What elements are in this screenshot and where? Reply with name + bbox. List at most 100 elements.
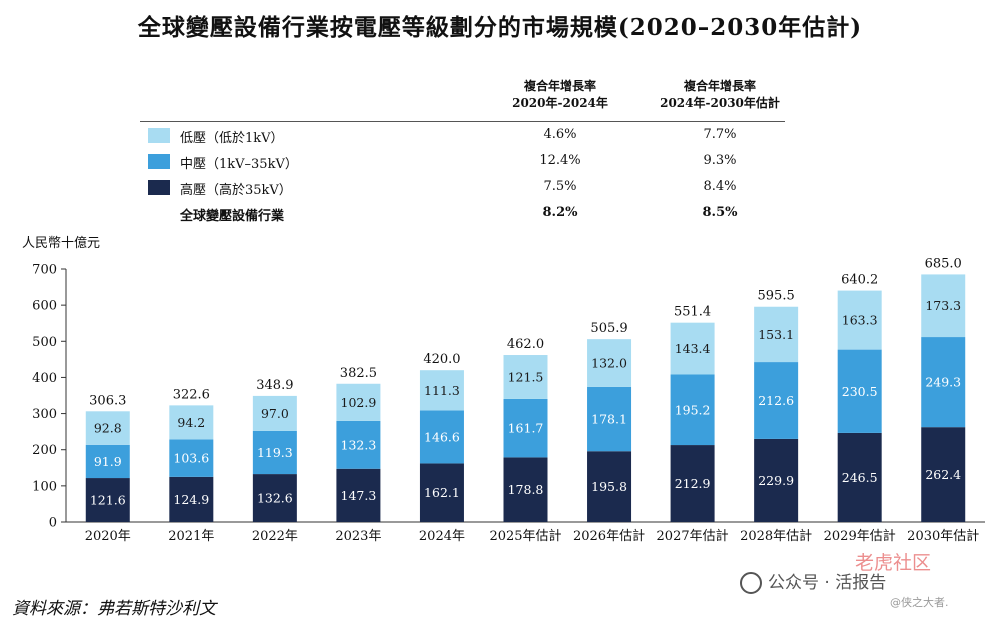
- bar-segment-label: 147.3: [341, 488, 377, 503]
- bar-segment-label: 178.1: [591, 412, 627, 427]
- bar-segment-label: 143.4: [675, 341, 711, 356]
- bar-segment-label: 92.8: [94, 421, 122, 436]
- bar-segment-label: 94.2: [177, 415, 205, 430]
- bar-total-label: 505.9: [590, 321, 627, 336]
- cagr-value: 8.4%: [703, 179, 737, 194]
- cagr-value: 8.5%: [702, 205, 738, 220]
- cagr-value: 4.6%: [543, 127, 577, 142]
- bar-segment: [252, 395, 297, 431]
- bar-segment-label: 178.8: [508, 482, 544, 497]
- bar-segment: [85, 411, 130, 445]
- bar-segment: [169, 405, 214, 440]
- bar-segment-label: 229.9: [758, 473, 794, 488]
- x-tick-label: 2027年估計: [657, 528, 729, 544]
- bar-segment-label: 162.1: [424, 485, 460, 500]
- bar-segment-label: 262.4: [925, 467, 961, 482]
- cagr-row-total: 全球變壓設備行業 8.2% 8.5%: [140, 200, 785, 226]
- bar-total-label: 306.3: [89, 393, 126, 408]
- bar-segment-label: 212.9: [675, 476, 711, 491]
- bar-segment: [503, 355, 548, 399]
- bar-segment: [252, 474, 297, 522]
- legend-label-low: 低壓（低於1kV）: [180, 131, 284, 146]
- source-note: 資料來源：弗若斯特沙利文: [12, 599, 216, 619]
- bar-segment: [169, 476, 214, 522]
- bar-segment: [587, 339, 632, 387]
- y-tick-label: 500: [32, 335, 57, 350]
- cagr-value: 7.5%: [543, 179, 577, 194]
- bar-segment: [670, 374, 715, 446]
- cagr-row-high-voltage: 高壓（高於35kV） 7.5% 8.4%: [140, 174, 785, 200]
- x-tick-label: 2021年: [168, 529, 214, 544]
- bar-segment: [336, 383, 381, 421]
- bar-segment: [587, 451, 632, 522]
- cagr-table: 複合年增長率 2020年-2024年 複合年增長率 2024年-2030年估計 …: [140, 78, 785, 226]
- cagr-row-low-voltage: 低壓（低於1kV） 4.6% 7.7%: [140, 122, 785, 148]
- bar-segment-label: 132.6: [257, 491, 293, 506]
- bar-segment-label: 132.3: [341, 437, 377, 452]
- bar-segment: [670, 322, 715, 375]
- bar-segment: [419, 410, 464, 464]
- x-tick-label: 2024年: [419, 529, 465, 544]
- watermark-site: 老虎社区: [855, 552, 932, 574]
- legend-label-high: 高壓（高於35kV）: [180, 183, 292, 198]
- bar-segment: [754, 438, 799, 522]
- y-tick-label: 700: [32, 263, 57, 278]
- x-tick-label: 2026年估計: [573, 528, 645, 544]
- bar-segment-label: 146.6: [424, 429, 460, 444]
- bar-segment-label: 124.9: [173, 492, 209, 507]
- bar-segment: [670, 445, 715, 522]
- bar-total-label: 551.4: [674, 305, 711, 320]
- y-tick-label: 300: [32, 407, 57, 422]
- bar-total-label: 685.0: [925, 256, 962, 271]
- bar-segment-label: 195.8: [591, 479, 627, 494]
- x-tick-label: 2028年估計: [740, 528, 812, 544]
- cagr-table-header: 複合年增長率 2020年-2024年 複合年增長率 2024年-2030年估計: [140, 78, 785, 122]
- bar-segment-label: 230.5: [842, 384, 878, 399]
- stacked-bar-chart: 0 100 200 300 400 500 600 700 121.6 91.9 92.8 306.3…: [32, 256, 985, 544]
- bar-segment-label: 163.3: [842, 313, 878, 328]
- cagr-value: 8.2%: [542, 205, 578, 220]
- x-tick-label: 2029年估計: [824, 528, 896, 544]
- bar-segment: [252, 430, 297, 475]
- cagr-value: 9.3%: [703, 153, 737, 168]
- bar-segment: [587, 386, 632, 452]
- watermark-user: @侠之大者.: [890, 596, 949, 609]
- bar-segment: [837, 432, 882, 522]
- bar-segment-label: 161.7: [508, 421, 544, 436]
- bar-total-label: 420.0: [423, 352, 460, 367]
- bar-segment: [85, 478, 130, 522]
- bar-segment-label: 173.3: [925, 298, 961, 313]
- bar-total-label: 348.9: [256, 378, 293, 393]
- bar-segment-label: 195.2: [675, 402, 711, 417]
- bar-segment-label: 103.6: [173, 451, 209, 466]
- bar-segment: [754, 306, 799, 363]
- bar-segment-label: 121.5: [508, 369, 544, 384]
- bar-segment: [85, 444, 130, 479]
- bar-segment: [169, 439, 214, 477]
- cagr-value: 7.7%: [703, 127, 737, 142]
- bar-segment-label: 102.9: [341, 395, 377, 410]
- legend-swatch-high: [148, 180, 170, 195]
- bar-total-label: 462.0: [507, 337, 544, 352]
- bar-segment: [336, 468, 381, 522]
- x-tick-label: 2025年估計: [489, 528, 561, 544]
- watermark-wechat: 公众号 · 活报告: [740, 568, 886, 594]
- y-tick-label: 100: [32, 479, 57, 494]
- bar-segment-label: 212.6: [758, 393, 794, 408]
- x-tick-label: 2030年估計: [907, 528, 979, 544]
- bar-segment: [921, 427, 966, 522]
- legend-label-medium: 中壓（1kV–35kV）: [180, 157, 298, 172]
- bar-segment-label: 111.3: [424, 383, 460, 398]
- bar-segment-label: 246.5: [842, 470, 878, 485]
- y-tick-label: 0: [49, 516, 57, 531]
- bar-total-label: 640.2: [841, 273, 878, 288]
- x-tick-label: 2022年: [252, 529, 298, 544]
- cagr-col2-header: 複合年增長率 2024年-2030年估計: [660, 79, 780, 110]
- legend-swatch-low: [148, 128, 170, 143]
- bar-segment-label: 119.3: [257, 445, 293, 460]
- bar-segment: [921, 274, 966, 338]
- bar-segment: [336, 420, 381, 469]
- wechat-icon: [740, 572, 762, 594]
- bar-segment-label: 249.3: [925, 375, 961, 390]
- bar-segment: [837, 290, 882, 350]
